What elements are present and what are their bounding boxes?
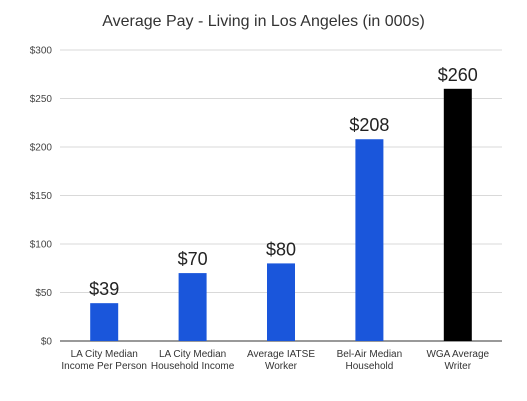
x-tick-label: Household Income — [151, 361, 235, 372]
x-tick-label: WGA Average — [426, 349, 489, 360]
data-label: $260 — [438, 65, 478, 85]
data-label: $80 — [266, 239, 296, 259]
chart-title: Average Pay - Living in Los Angeles (in … — [102, 13, 425, 30]
y-tick-label: $150 — [30, 191, 53, 202]
y-tick-label: $300 — [30, 46, 53, 57]
x-tick-label: LA City Median — [71, 349, 138, 360]
y-tick-label: $50 — [35, 288, 52, 299]
x-tick-label: Worker — [265, 361, 298, 372]
x-tick-label: Income Per Person — [61, 361, 147, 372]
x-tick-label: Household — [345, 361, 393, 372]
x-tick-label: Writer — [445, 361, 472, 372]
bar — [443, 88, 472, 341]
bar — [355, 139, 384, 341]
data-label: $39 — [89, 279, 119, 299]
bar — [90, 303, 119, 341]
x-tick-label: Bel-Air Median — [337, 349, 403, 360]
data-label: $208 — [349, 115, 389, 135]
y-tick-label: $0 — [41, 337, 53, 348]
data-label: $70 — [178, 249, 208, 269]
x-tick-label: Average IATSE — [247, 349, 315, 360]
y-tick-label: $200 — [30, 143, 53, 154]
x-tick-label: LA City Median — [159, 349, 226, 360]
y-tick-label: $250 — [30, 94, 53, 105]
bar — [267, 263, 295, 341]
bar — [178, 273, 207, 341]
y-tick-label: $100 — [30, 240, 53, 251]
